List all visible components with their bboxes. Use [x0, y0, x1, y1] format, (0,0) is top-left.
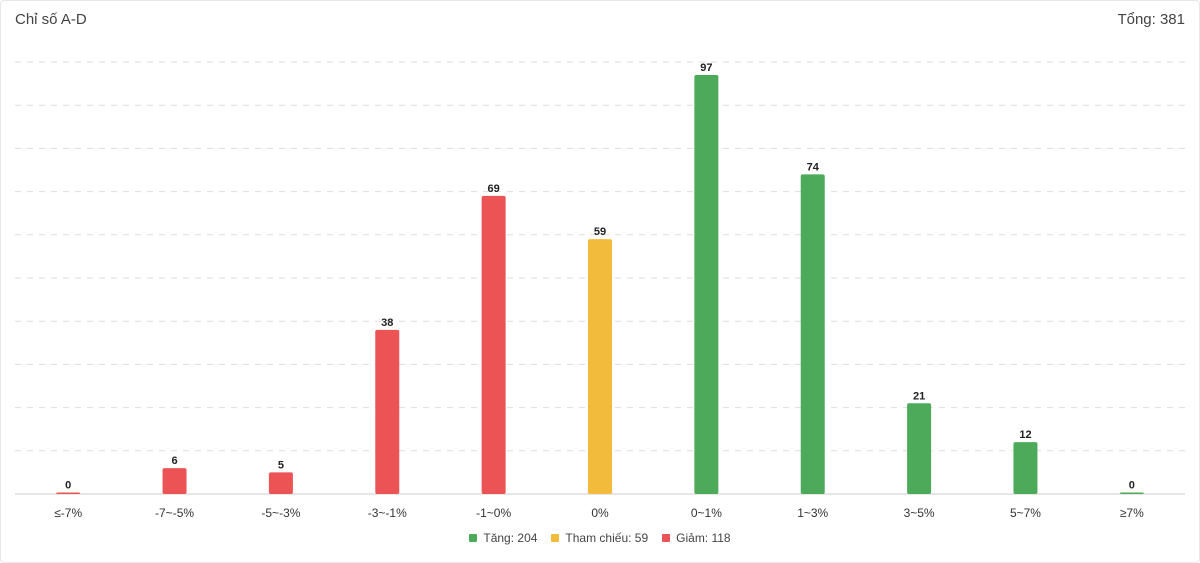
- total-count: Tổng: 381: [1117, 11, 1185, 28]
- bar-value-label: 0: [65, 480, 71, 492]
- bar-9[interactable]: [1013, 442, 1038, 494]
- bar-chart: 0 ≤-7% 6 -7~-5% 5 -5~-3% 38 -3~-1% 69 -1~0% 59 0% 97…: [15, 61, 1185, 520]
- bar-value-label: 38: [381, 317, 393, 329]
- x-tick-label: 0~1%: [691, 506, 722, 520]
- x-tick-label: -5~-3%: [261, 506, 300, 520]
- legend-item-reference[interactable]: Tham chiếu: 59: [551, 531, 648, 545]
- x-tick-label: 0%: [591, 506, 609, 520]
- x-tick-label: ≥7%: [1120, 506, 1144, 520]
- legend-swatch-down: [662, 534, 671, 542]
- legend-item-down[interactable]: Giảm: 118: [662, 531, 731, 545]
- x-tick-label: 5~7%: [1010, 506, 1041, 520]
- bar-value-label: 97: [700, 62, 712, 74]
- bar-5[interactable]: [588, 239, 612, 494]
- x-tick-label: -1~0%: [476, 506, 511, 520]
- bar-value-label: 12: [1019, 429, 1031, 441]
- legend-swatch-up: [469, 534, 478, 542]
- legend-swatch-reference: [551, 534, 560, 542]
- bar-0[interactable]: [56, 492, 81, 495]
- bar-value-label: 21: [913, 390, 925, 402]
- bar-8[interactable]: [907, 403, 932, 494]
- legend-label-reference: Tham chiếu: 59: [565, 531, 649, 545]
- bar-10[interactable]: [1119, 492, 1144, 495]
- bar-1[interactable]: [162, 468, 187, 494]
- bar-3[interactable]: [375, 329, 400, 494]
- x-tick-label: 3~5%: [904, 506, 935, 520]
- x-tick-label: 1~3%: [797, 506, 828, 520]
- bar-6[interactable]: [694, 74, 719, 495]
- chart-title: Chỉ số A-D: [15, 11, 87, 28]
- legend-label-down: Giảm: 118: [676, 531, 731, 545]
- bar-4[interactable]: [481, 195, 506, 495]
- bar-7[interactable]: [800, 174, 825, 494]
- chart-legend: Tăng: 204 Tham chiếu: 59 Giảm: 118: [1, 531, 1199, 545]
- x-tick-label: ≤-7%: [54, 506, 82, 520]
- legend-label-up: Tăng: 204: [483, 531, 538, 545]
- bar-value-label: 5: [278, 459, 284, 471]
- bar-value-label: 74: [807, 161, 820, 173]
- bar-2[interactable]: [268, 472, 293, 494]
- legend-item-up[interactable]: Tăng: 204: [469, 531, 537, 545]
- x-tick-label: -3~-1%: [368, 506, 407, 520]
- bar-value-label: 6: [171, 455, 177, 467]
- bar-value-label: 59: [594, 226, 606, 238]
- bar-value-label: 0: [1129, 480, 1135, 492]
- x-tick-label: -7~-5%: [155, 506, 194, 520]
- bar-value-label: 69: [488, 183, 500, 195]
